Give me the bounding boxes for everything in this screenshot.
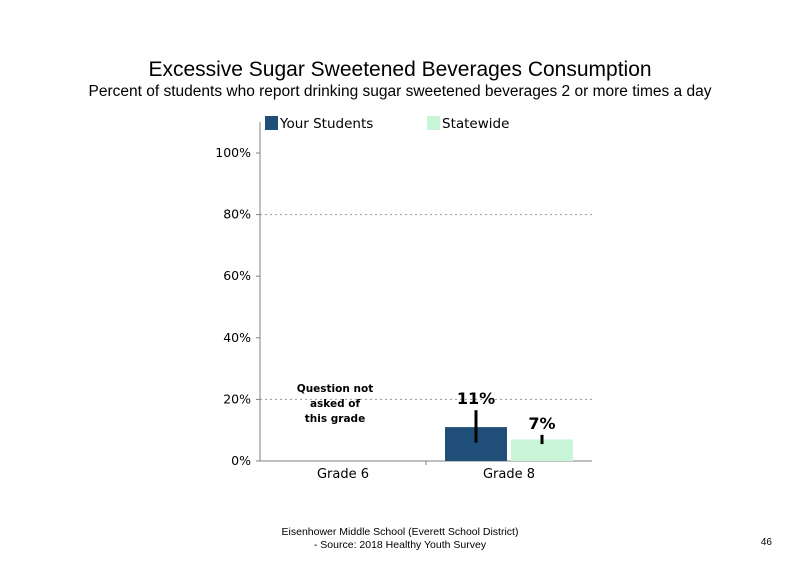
not-asked-note: asked of [310, 398, 361, 410]
footer-line-school: Eisenhower Middle School (Everett School… [281, 526, 519, 538]
data-label: 7% [528, 414, 555, 433]
y-tick-label: 80% [223, 207, 251, 222]
legend-swatch [427, 116, 440, 130]
not-asked-note: this grade [305, 413, 365, 425]
y-tick-label: 60% [223, 268, 251, 283]
chart-subtitle: Percent of students who report drinking … [88, 83, 712, 100]
bar-statewide [511, 439, 573, 461]
data-label: 11% [457, 389, 495, 408]
bar-chart: 0% 20% 40% 60% 80% 100% Grade 6 Question not ask… [215, 116, 592, 482]
y-tick-label: 0% [231, 453, 251, 468]
chart-title: Excessive Sugar Sweetened Beverages Cons… [148, 58, 652, 81]
legend-swatch [265, 116, 278, 130]
y-tick-label: 40% [223, 330, 251, 345]
legend-label: Statewide [442, 116, 509, 132]
x-category-label: Grade 6 [317, 467, 369, 482]
footer-source: Eisenhower Middle School (Everett School… [200, 526, 600, 552]
y-tick-label: 20% [223, 391, 251, 406]
legend-label: Your Students [279, 116, 373, 132]
y-tick-label: 100% [215, 145, 251, 160]
x-category-label: Grade 8 [483, 467, 535, 482]
not-asked-note: Question not [297, 383, 373, 395]
footer-line-source: - Source: 2018 Healthy Youth Survey [313, 539, 487, 551]
page-number: 46 [760, 537, 772, 548]
